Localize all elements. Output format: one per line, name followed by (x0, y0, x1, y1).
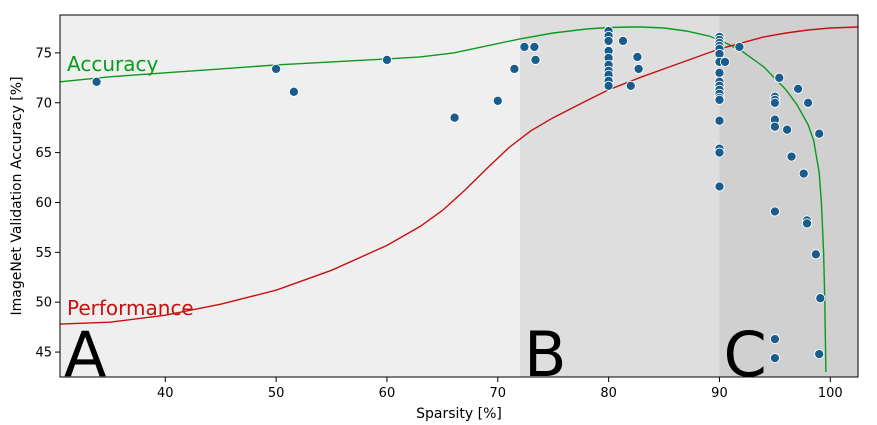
data-point (714, 147, 725, 158)
data-point (769, 97, 780, 108)
data-point (714, 67, 725, 78)
region-c (719, 15, 858, 377)
region-b (519, 15, 720, 377)
region-letter-c: C (723, 318, 766, 391)
curve-labels-layer: Accuracy Performance (67, 52, 194, 320)
curves-layer (60, 26, 858, 373)
y-tick-label: 70 (35, 96, 52, 111)
data-point (786, 151, 797, 162)
data-point (814, 349, 825, 360)
data-point (798, 168, 809, 179)
data-point (530, 54, 541, 65)
data-point (449, 112, 460, 123)
data-point (633, 63, 644, 74)
data-point (801, 218, 813, 229)
data-point (509, 63, 520, 74)
x-axis-label: Sparsity [%] (416, 406, 502, 422)
data-point (782, 124, 793, 135)
data-point (714, 94, 725, 105)
data-point (288, 86, 299, 97)
data-point (803, 97, 814, 108)
x-axis: 40 50 60 70 80 90 100 (157, 377, 843, 401)
performance-curve-label: Performance (67, 296, 194, 320)
accuracy-curve (60, 26, 827, 373)
x-tick-label: 40 (157, 386, 174, 401)
data-point (769, 334, 780, 345)
data-point (603, 80, 614, 91)
data-point (529, 41, 540, 52)
data-point (519, 41, 530, 52)
x-tick-label: 60 (379, 386, 396, 401)
data-point (714, 181, 725, 192)
data-point (492, 95, 503, 106)
x-tick-label: 90 (711, 386, 728, 401)
y-tick-label: 60 (35, 196, 52, 211)
data-point (719, 56, 731, 67)
x-tick-label: 80 (600, 386, 617, 401)
x-tick-label: 50 (268, 386, 285, 401)
data-point (814, 128, 825, 139)
performance-curve (60, 26, 858, 325)
data-point (793, 83, 804, 94)
data-point (815, 293, 826, 304)
regions-layer (60, 15, 858, 377)
data-point (769, 121, 780, 132)
data-point (774, 72, 785, 83)
region-letters-layer: A B C (64, 318, 767, 391)
plot-frame (59, 14, 859, 378)
y-axis-label: ImageNet Validation Accuracy [%] (9, 76, 25, 315)
y-axis: 45 50 55 60 65 70 75 (35, 46, 60, 361)
data-point (769, 353, 780, 364)
data-point (810, 249, 821, 260)
y-tick-label: 50 (35, 296, 52, 311)
accuracy-curve-label: Accuracy (67, 52, 158, 76)
data-point (769, 206, 780, 217)
region-letter-b: B (524, 318, 567, 391)
data-point (714, 115, 725, 126)
y-tick-label: 75 (35, 46, 52, 61)
y-tick-label: 45 (35, 346, 52, 361)
x-tick-label: 100 (818, 386, 843, 401)
y-tick-label: 55 (35, 246, 52, 261)
data-point (603, 35, 614, 46)
points-layer (91, 25, 826, 364)
x-tick-label: 70 (490, 386, 507, 401)
data-point (617, 35, 629, 46)
data-point (271, 63, 282, 74)
region-letter-a: A (64, 318, 106, 391)
data-point (632, 51, 643, 62)
data-point (734, 41, 745, 52)
y-tick-label: 65 (35, 146, 52, 161)
data-point (381, 54, 393, 65)
data-point (625, 80, 636, 91)
data-point (91, 76, 102, 87)
